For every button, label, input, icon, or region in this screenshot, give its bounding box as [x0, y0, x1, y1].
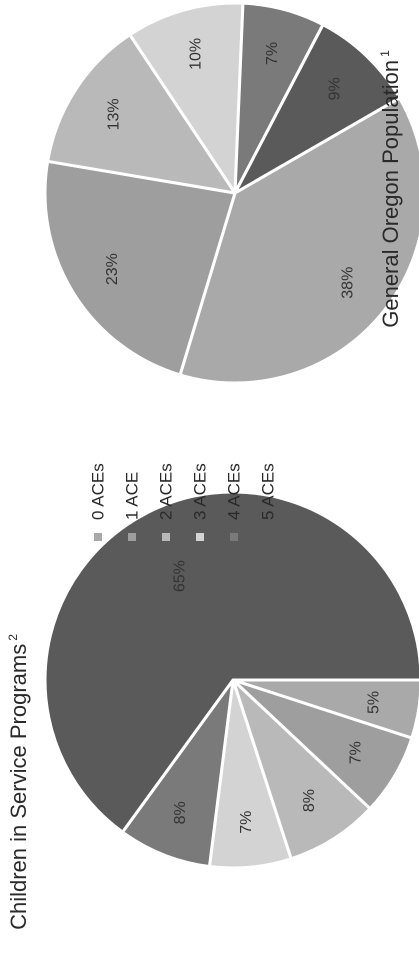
- pie-oregon-label-3-aces: 10%: [188, 38, 205, 70]
- pie-oregon-slice-5-aces: [233, 23, 402, 195]
- pie-children-title: Children in Service Programs 2: [6, 634, 31, 930]
- pie-oregon-footnote: 1: [378, 50, 392, 57]
- pie-children-slice-4-aces: [121, 678, 235, 869]
- legend-swatch-0-aces: [94, 533, 102, 541]
- pie-children-slices: [43, 490, 419, 870]
- pie-oregon-labels: 38% 23% 13% 10% 7% 9%: [104, 38, 357, 299]
- pie-children-title-text: Children in Service Programs: [6, 644, 31, 930]
- pie-children-label-2-aces: 8%: [301, 789, 318, 812]
- pie-oregon-label-0-aces: 38%: [340, 267, 357, 299]
- pie-chart-children: 5% 7% 8% 7% 8% 65% Children in Service Progra…: [6, 490, 419, 930]
- pie-oregon-title-text: General Oregon Population: [378, 60, 403, 328]
- pie-children-label-3-aces: 7%: [238, 811, 255, 834]
- legend-swatch-1-ace: [128, 533, 136, 541]
- pie-oregon-slice-0-aces: [178, 96, 419, 385]
- legend-label-0-aces: 0 ACEs: [89, 463, 108, 520]
- pie-chart-oregon: 38% 23% 13% 10% 7% 9% General Oregon Populati…: [43, 1, 419, 385]
- legend-label-3-aces: 3 ACEs: [191, 463, 210, 520]
- pie-children-label-0-aces: 5%: [366, 691, 383, 714]
- pie-oregon-slice-3-aces: [128, 1, 245, 195]
- legend: 0 ACEs 1 ACE 2 ACEs 3 ACEs 4 ACEs 5 ACEs: [89, 463, 278, 541]
- legend-swatch-2-aces: [162, 533, 170, 541]
- pie-oregon-label-5-aces: 9%: [326, 77, 343, 100]
- pie-children-label-1-ace: 7%: [348, 741, 365, 764]
- pie-children-footnote: 2: [6, 634, 20, 641]
- legend-label-4-aces: 4 ACEs: [225, 463, 244, 520]
- legend-label-1-ace: 1 ACE: [123, 472, 142, 520]
- legend-swatch-5-aces: [264, 533, 272, 541]
- legend-swatch-3-aces: [196, 533, 204, 541]
- pie-children-labels: 5% 7% 8% 7% 8% 65%: [172, 560, 383, 834]
- pie-oregon-label-1-ace: 23%: [104, 253, 121, 285]
- pie-children-slice-2-aces: [231, 678, 372, 861]
- pie-oregon-slice-1-ace: [43, 159, 237, 377]
- pie-oregon-title: General Oregon Population 1: [378, 50, 403, 328]
- pie-oregon-slices: [43, 1, 419, 385]
- legend-label-5-aces: 5 ACEs: [259, 463, 278, 520]
- pie-children-slice-5-aces: [43, 490, 419, 834]
- pie-children-label-4-aces: 8%: [172, 801, 189, 824]
- pie-oregon-slice-2-aces: [46, 33, 237, 195]
- pie-oregon-label-4-aces: 7%: [264, 42, 281, 65]
- pie-children-label-5-aces: 65%: [172, 560, 189, 592]
- legend-swatch-4-aces: [230, 533, 238, 541]
- pie-oregon-label-2-aces: 13%: [105, 98, 122, 130]
- legend-label-2-aces: 2 ACEs: [157, 463, 176, 520]
